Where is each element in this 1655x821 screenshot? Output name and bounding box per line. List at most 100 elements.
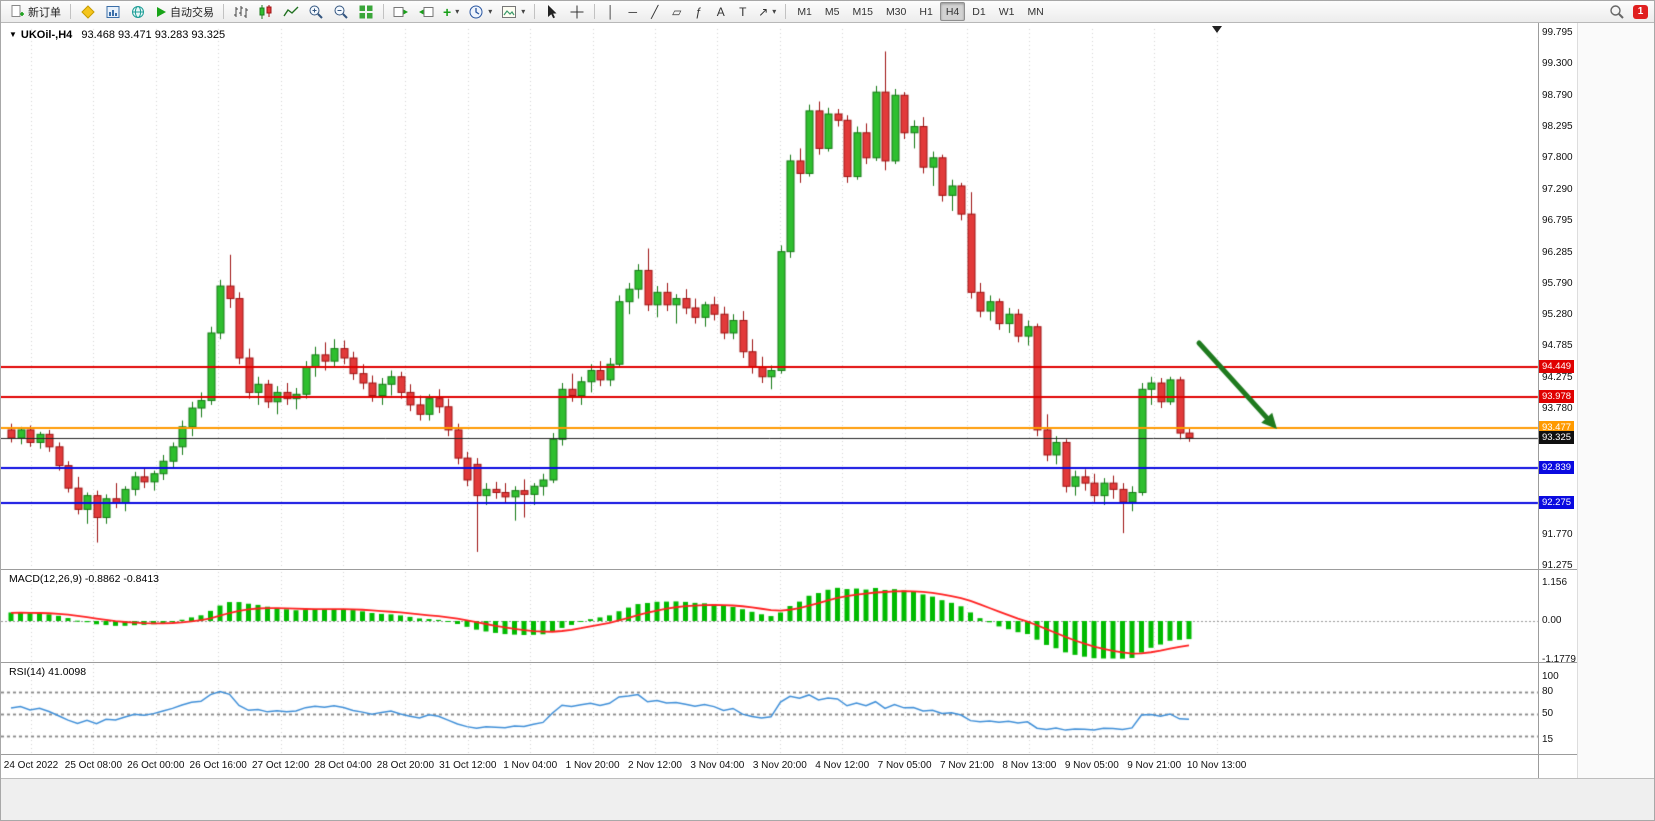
time-axis-label: 27 Oct 12:00 [251, 760, 310, 771]
new-chart-icon [80, 4, 96, 20]
timeframe-button-h4[interactable]: H4 [939, 2, 966, 21]
time-axis-label: 10 Nov 13:00 [1186, 760, 1247, 771]
price-axis-label: 95.280 [1542, 309, 1573, 321]
line-chart-icon [283, 4, 299, 20]
price-axis-label: 99.795 [1542, 27, 1573, 38]
time-axis-label: 28 Oct 04:00 [314, 760, 372, 771]
macd-axis-label: 0.00 [1542, 615, 1562, 626]
chevron-down-icon: ▾ [455, 7, 460, 16]
pane-separator[interactable] [1, 754, 1577, 755]
right-panel [1577, 23, 1654, 778]
price-axis-label: 91.770 [1542, 529, 1573, 541]
periods-button[interactable]: ▾ [464, 2, 496, 21]
trendline-button[interactable]: ╱ [651, 4, 659, 19]
chart-window: ▼ UKOil-,H4 93.468 93.471 93.283 93.325 M… [1, 23, 1654, 820]
rsi-label: RSI(14) 41.0098 [9, 666, 86, 678]
timeframe-button-w1[interactable]: W1 [998, 5, 1015, 18]
text-label-button[interactable]: T [739, 4, 747, 19]
market-watch-button[interactable] [101, 2, 125, 21]
chart-shift-icon [418, 4, 434, 20]
chart-canvas[interactable] [1, 23, 1577, 778]
price-axis-label: 97.800 [1542, 151, 1573, 163]
pane-separator[interactable] [1, 569, 1577, 570]
chevron-down-icon: ▾ [521, 7, 526, 16]
chevron-down-icon: ▾ [488, 7, 493, 16]
arrows-button[interactable]: ↗ ▾ [758, 4, 777, 19]
rsi-axis-label: 80 [1542, 686, 1554, 697]
time-axis-label: 3 Nov 04:00 [690, 760, 745, 771]
navigator-icon [130, 4, 146, 20]
zoom-in-button[interactable] [304, 2, 328, 21]
line-chart-button[interactable] [279, 2, 303, 21]
timeframe-button-m15[interactable]: M15 [852, 5, 873, 18]
autotrading-button[interactable]: 自动交易 [151, 2, 218, 21]
notifications-badge[interactable]: 1 [1633, 4, 1648, 19]
price-axis-label: 96.795 [1542, 214, 1573, 226]
price-level-badge: 92.839 [1539, 461, 1574, 475]
candlestick-chart-button[interactable] [254, 2, 278, 21]
tile-windows-button[interactable] [354, 2, 378, 21]
fibonacci-button[interactable]: ƒ [695, 4, 703, 19]
time-axis-label: 9 Nov 05:00 [1064, 760, 1119, 771]
price-axis-label: 99.300 [1542, 57, 1573, 69]
navigator-button[interactable] [126, 2, 150, 21]
timeframe-button-d1[interactable]: D1 [972, 5, 986, 18]
pane-separator[interactable] [1, 662, 1577, 663]
toolbar-separator [70, 4, 71, 19]
price-axis-label: 93.780 [1542, 403, 1573, 415]
price-level-badge: 93.978 [1539, 389, 1574, 403]
toolbar: 新订单 自动交易 [1, 1, 1654, 23]
zoom-out-button[interactable] [329, 2, 353, 21]
price-axis-label: 98.790 [1542, 89, 1573, 101]
clock-icon [468, 4, 484, 20]
templates-button[interactable]: ▾ [497, 2, 529, 21]
channel-button[interactable]: ▱ [672, 4, 682, 19]
time-axis-label: 24 Oct 2022 [3, 760, 59, 771]
new-order-button[interactable]: 新订单 [6, 2, 65, 21]
toolbar-separator [785, 4, 787, 19]
horizontal-line-button[interactable]: ─ [628, 4, 637, 19]
rsi-axis-label: 50 [1542, 708, 1554, 719]
timeframe-button-m30[interactable]: M30 [885, 5, 907, 18]
text-button[interactable]: A [716, 4, 725, 19]
crosshair-button[interactable] [565, 2, 589, 21]
cursor-button[interactable] [540, 2, 564, 21]
price-level-badge: 94.449 [1539, 360, 1574, 374]
chart-shift-marker[interactable] [1212, 26, 1222, 33]
market-watch-icon [105, 4, 121, 20]
toolbar-separator [594, 4, 596, 19]
chart-symbol: UKOil-,H4 [20, 29, 73, 41]
chart-shift-button[interactable] [414, 2, 438, 21]
add-indicator-button[interactable]: + ▾ [439, 2, 463, 21]
auto-scroll-icon [393, 4, 409, 20]
search-button[interactable] [1605, 2, 1629, 21]
chevron-down-icon: ▾ [772, 7, 777, 16]
macd-name: MACD(12,26,9) [9, 573, 82, 585]
auto-scroll-button[interactable] [389, 2, 413, 21]
time-axis-label: 9 Nov 21:00 [1127, 760, 1182, 771]
macd-label: MACD(12,26,9) -0.8862 -0.8413 [9, 573, 159, 585]
one-click-trading-toggle[interactable]: ▼ [9, 30, 17, 39]
chart-ohlc-values: 93.468 93.471 93.283 93.325 [81, 29, 226, 41]
macd-values: -0.8862 -0.8413 [84, 573, 160, 585]
timeframe-button-m1[interactable]: M1 [797, 5, 812, 18]
rsi-axis-label: 15 [1542, 733, 1554, 745]
time-axis-label: 4 Nov 12:00 [815, 760, 870, 771]
timeframe-button-mn[interactable]: MN [1027, 5, 1044, 18]
price-axis-label: 91.275 [1542, 560, 1573, 571]
time-axis-label: 8 Nov 13:00 [1002, 760, 1057, 771]
price-axis-label: 98.295 [1542, 120, 1573, 132]
bar-chart-button[interactable] [229, 2, 253, 21]
bar-chart-icon [233, 4, 249, 20]
vertical-line-button[interactable]: │ [606, 4, 615, 19]
chart-title: ▼ UKOil-,H4 93.468 93.471 93.283 93.325 [9, 29, 225, 41]
macd-axis-label: -1.1779 [1542, 653, 1576, 665]
toolbar-separator [383, 4, 384, 19]
timeframe-button-h1[interactable]: H1 [919, 5, 933, 18]
timeframe-button-m5[interactable]: M5 [824, 5, 840, 18]
new-chart-button[interactable] [76, 2, 100, 21]
search-icon [1609, 4, 1625, 20]
macd-axis-label: 1.156 [1542, 576, 1568, 588]
candlestick-chart-icon [258, 4, 274, 20]
time-axis-label: 1 Nov 04:00 [503, 760, 558, 771]
